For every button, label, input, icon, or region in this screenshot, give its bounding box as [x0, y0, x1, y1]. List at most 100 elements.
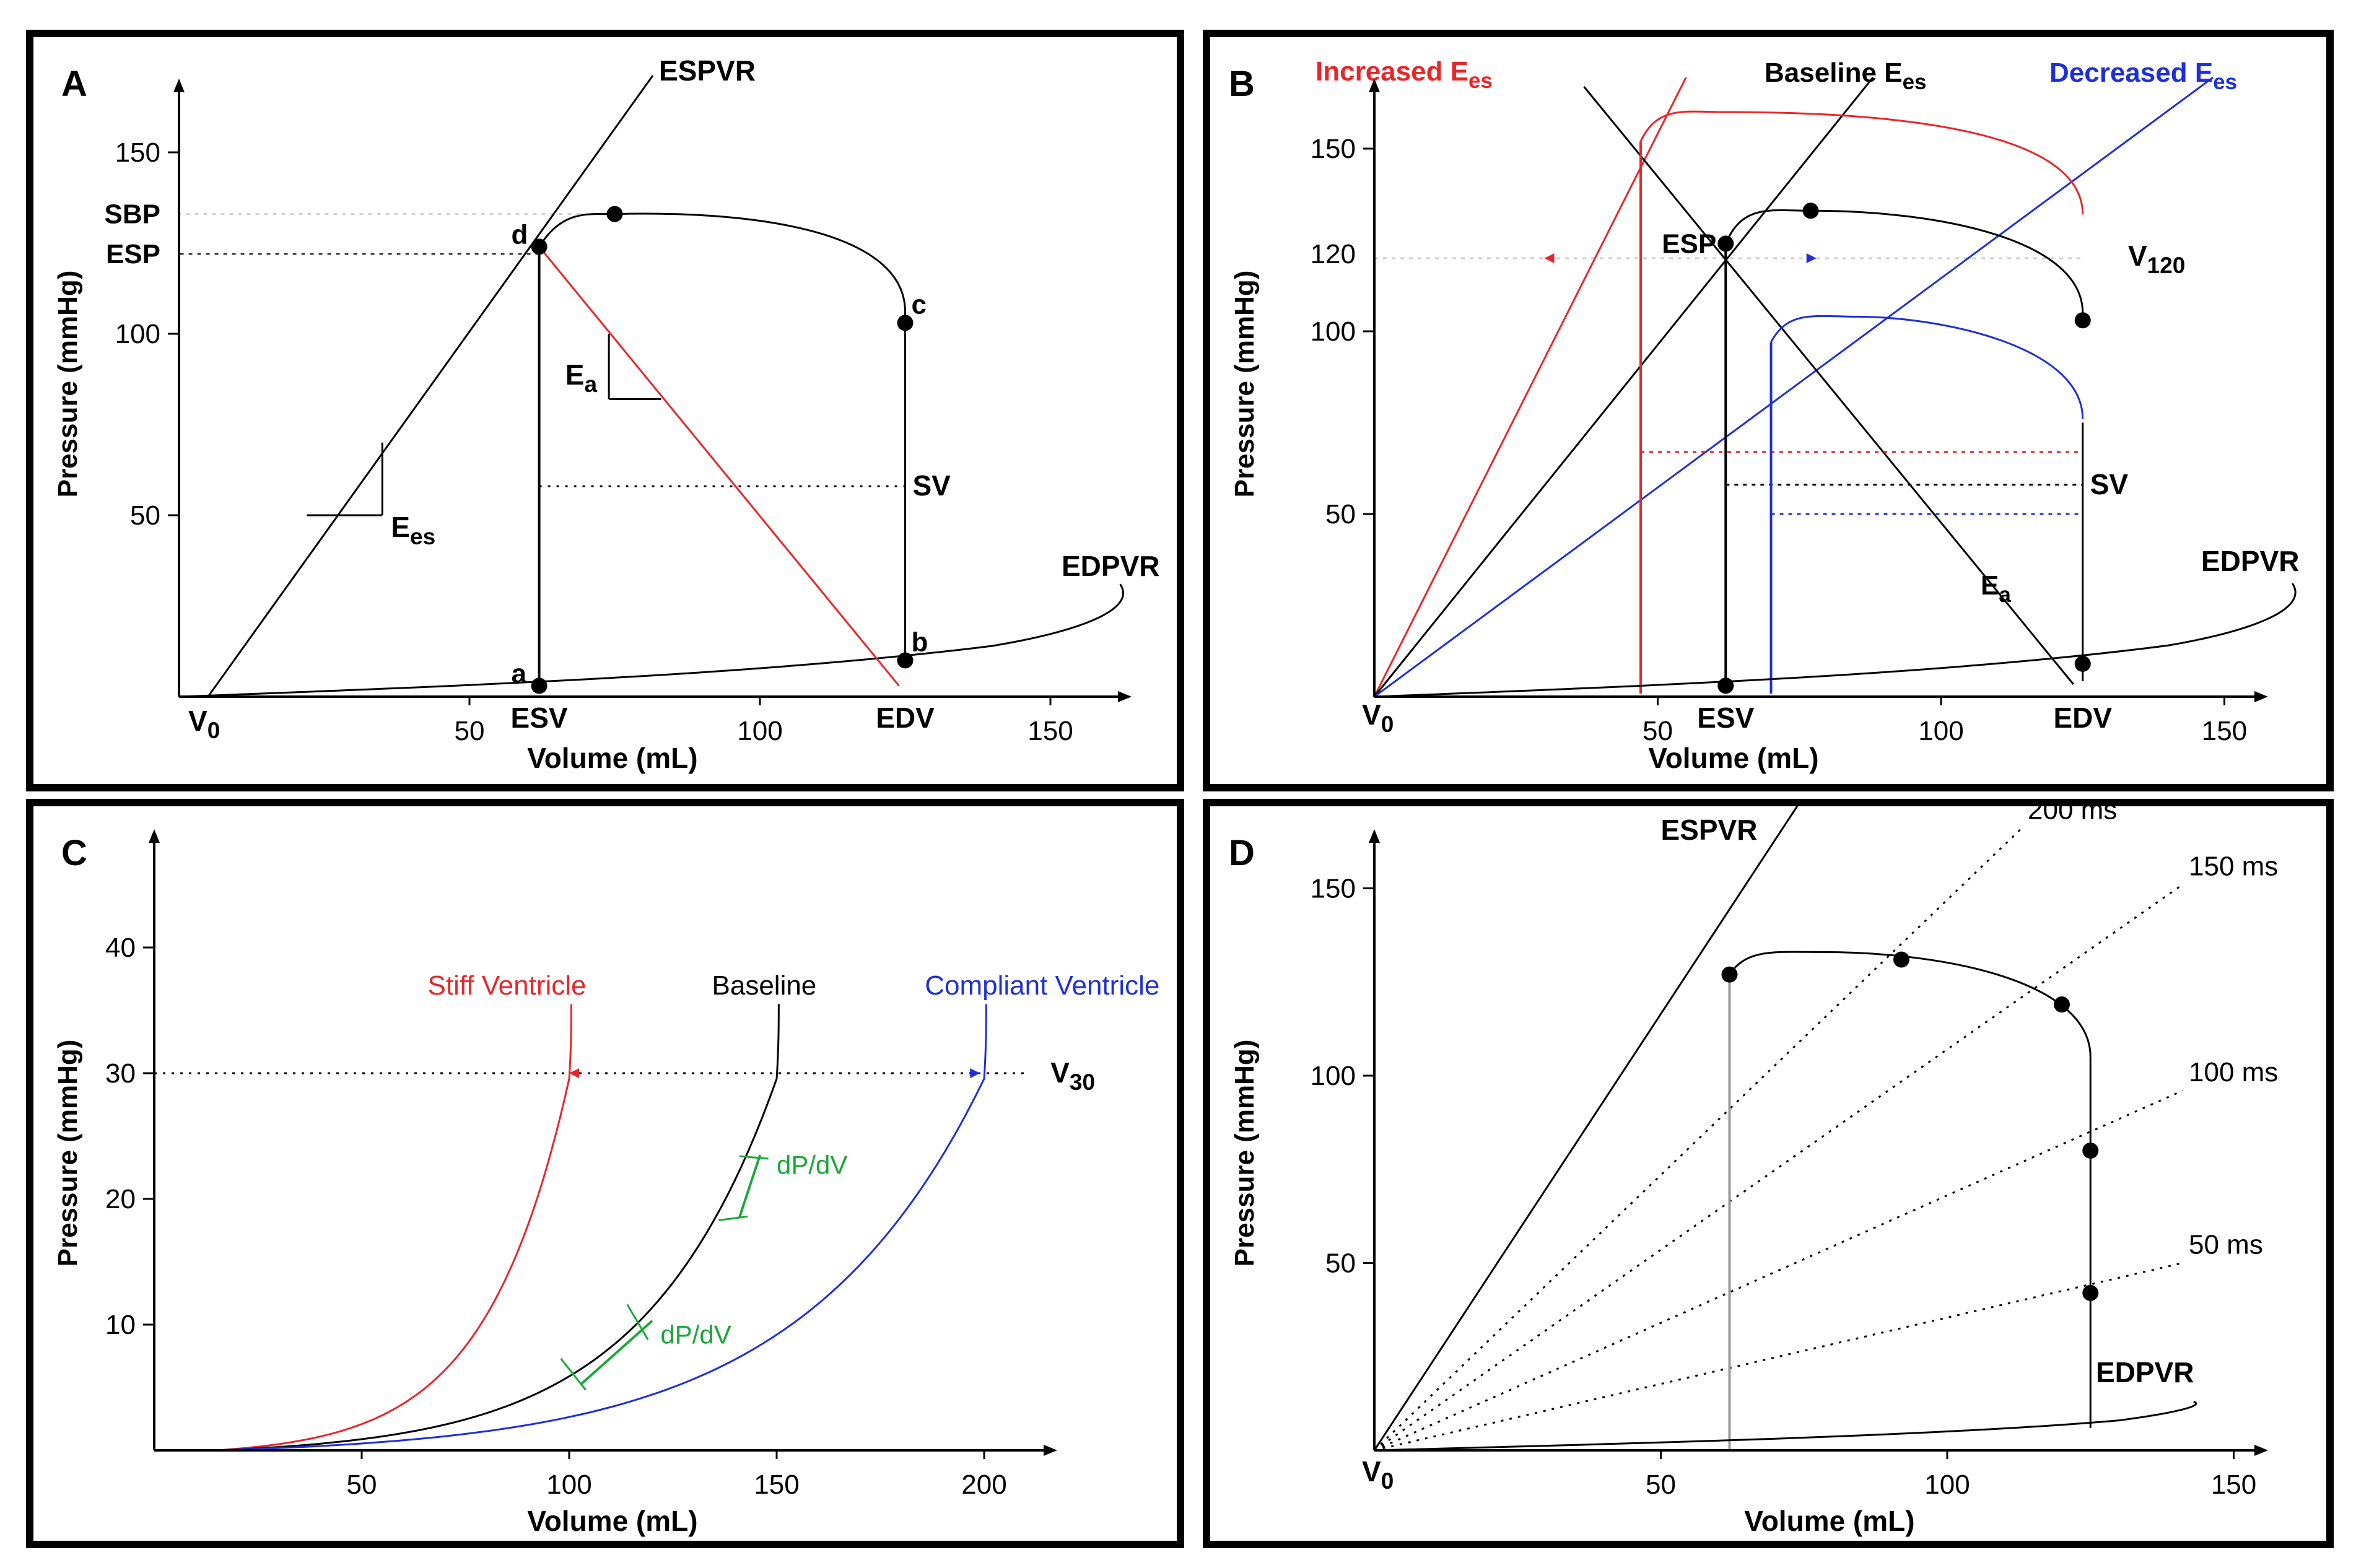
v30-arrow-red — [569, 1068, 579, 1078]
point-isochrone-0 — [1893, 951, 1909, 968]
x-tick-label: 150 — [2202, 716, 2247, 746]
x-tick-label: 50 — [347, 1470, 377, 1500]
x-tick-label: 50 — [1643, 716, 1673, 746]
curve-baseline — [216, 1004, 780, 1452]
y-tick-label-extra: 120 — [1311, 239, 1356, 269]
legend-increased: Increased Ees — [1315, 56, 1493, 93]
dpdv-label-low: dP/dV — [660, 1320, 731, 1349]
x-axis-title: Volume (mL) — [1648, 742, 1818, 774]
y-tick-label: 100 — [1311, 316, 1356, 347]
isochrone-2 — [1374, 1089, 2183, 1452]
edv-label: EDV — [2053, 702, 2112, 734]
v120-arrow-blue — [1806, 253, 1817, 263]
loop-top — [1729, 951, 2092, 1057]
chart-d: D ESPVR 200 ms 150 ms 100 ms 50 ms EDPVR 50 100 1… — [1229, 806, 2278, 1537]
panel-letter: C — [61, 833, 87, 873]
isochrone-label-1: 150 ms — [2189, 851, 2278, 881]
edpvr-label: EDPVR — [1062, 550, 1159, 582]
x-tick-label: 150 — [754, 1470, 799, 1500]
espvr-line — [1373, 806, 1799, 1451]
isochrone-0 — [1373, 827, 2023, 1452]
point-peak — [606, 206, 623, 222]
x-tick-label: 150 — [2211, 1470, 2256, 1500]
tangent-low-tick-2 — [626, 1304, 649, 1341]
y-tick-label: 150 — [1311, 874, 1356, 904]
ees-label: Ees — [391, 511, 435, 549]
point-esp — [1721, 966, 1738, 983]
v0-label: V0 — [188, 705, 220, 743]
panel-letter: B — [1229, 64, 1255, 104]
panel-letter: A — [61, 64, 87, 104]
edpvr-curve — [178, 583, 1125, 698]
tangent-low — [580, 1320, 653, 1385]
edv-label: EDV — [876, 702, 935, 734]
panel-a: A ESPVR Ees EDPVR Ea d c b a SV 50 100 150 SBP ESP 50 10… — [26, 30, 1184, 791]
x-tick-label: 50 — [455, 716, 485, 746]
espvr-increased — [1373, 77, 1687, 697]
loop-top-baseline — [1724, 209, 2084, 313]
x-tick-label: 100 — [1918, 716, 1963, 746]
ea-line — [1583, 86, 2074, 685]
espvr-label: ESPVR — [659, 54, 756, 87]
point-edv-top — [2074, 312, 2091, 329]
y-tick-label: 150 — [1311, 134, 1356, 164]
y-tick-label: 50 — [130, 500, 160, 531]
esv-label: ESV — [1697, 702, 1754, 734]
legend-compliant: Compliant Ventricle — [925, 970, 1159, 1001]
chart-b: B Ea EDPVR Increased Ees Baseline Ees Decreas… — [1229, 56, 2299, 774]
ea-line — [538, 246, 900, 687]
d-x-arrow — [2254, 1445, 2268, 1456]
tangent-high-tick-1 — [718, 1215, 748, 1221]
panel-b: B Ea EDPVR Increased Ees Baseline Ees Decreas… — [1203, 30, 2334, 791]
sv-label: SV — [913, 469, 951, 502]
chart-c: C V30 dP/dV dP/dV Stiff Ventricle Baseline Com… — [53, 829, 1159, 1537]
legend-stiff: Stiff Ventricle — [428, 970, 587, 1001]
v30-arrow-blue — [970, 1068, 980, 1078]
y-tick-label: 50 — [1325, 1248, 1356, 1279]
tangent-high — [738, 1154, 762, 1219]
espvr-decreased — [1374, 76, 2214, 698]
b-y-arrow — [1369, 79, 1380, 92]
v120-arrow-red — [1544, 253, 1555, 263]
label-b: b — [912, 627, 928, 657]
esp-label: ESP — [1662, 229, 1716, 259]
legend-baseline: Baseline Ees — [1765, 58, 1927, 94]
v120-label: V120 — [2128, 240, 2185, 278]
edpvr-label: EDPVR — [2096, 1356, 2194, 1388]
y-tick-label: 100 — [1311, 1061, 1356, 1091]
y-axis-title: Pressure (mmHg) — [1229, 1040, 1260, 1267]
b-x-arrow — [2254, 691, 2268, 702]
point-esp — [1717, 235, 1734, 252]
v30-label: V30 — [1050, 1056, 1095, 1095]
y-tick-label: 100 — [115, 319, 160, 349]
label-d: d — [512, 219, 528, 250]
panel-letter: D — [1229, 833, 1255, 873]
tangent-high-tick-2 — [739, 1155, 769, 1160]
chart-a: A ESPVR Ees EDPVR Ea d c b a SV 50 100 150 SBP ESP 50 10… — [53, 54, 1159, 774]
isochrone-label-0: 200 ms — [2028, 806, 2117, 825]
x-tick-label: 100 — [1924, 1470, 1970, 1500]
esp-tick-label: ESP — [106, 239, 160, 269]
isochrone-label-3: 50 ms — [2189, 1230, 2263, 1260]
label-c: c — [912, 289, 927, 320]
esv-label: ESV — [511, 702, 568, 734]
c-x-arrow — [1044, 1445, 1057, 1456]
x-axis-title: Volume (mL) — [527, 1505, 697, 1537]
x-tick-label: 200 — [961, 1470, 1006, 1500]
curve-compliant — [216, 1004, 987, 1452]
y-axis-title: Pressure (mmHg) — [53, 1040, 83, 1267]
x-tick-label: 100 — [737, 716, 782, 746]
c-y-arrow — [149, 829, 160, 843]
y-tick-label: 10 — [105, 1310, 136, 1340]
y-axis-title: Pressure (mmHg) — [53, 271, 83, 498]
point-b — [897, 652, 914, 669]
curve-stiff — [216, 1004, 572, 1452]
legend-decreased: Decreased Ees — [2049, 58, 2237, 94]
y-tick-label: 40 — [105, 933, 136, 963]
d-y-arrow — [1369, 829, 1380, 843]
loop-top — [538, 212, 906, 312]
x-tick-label: 50 — [1646, 1470, 1676, 1500]
edpvr-label: EDPVR — [2201, 545, 2299, 577]
y-axis-title: Pressure (mmHg) — [1229, 271, 1260, 498]
point-esv — [1717, 677, 1734, 694]
